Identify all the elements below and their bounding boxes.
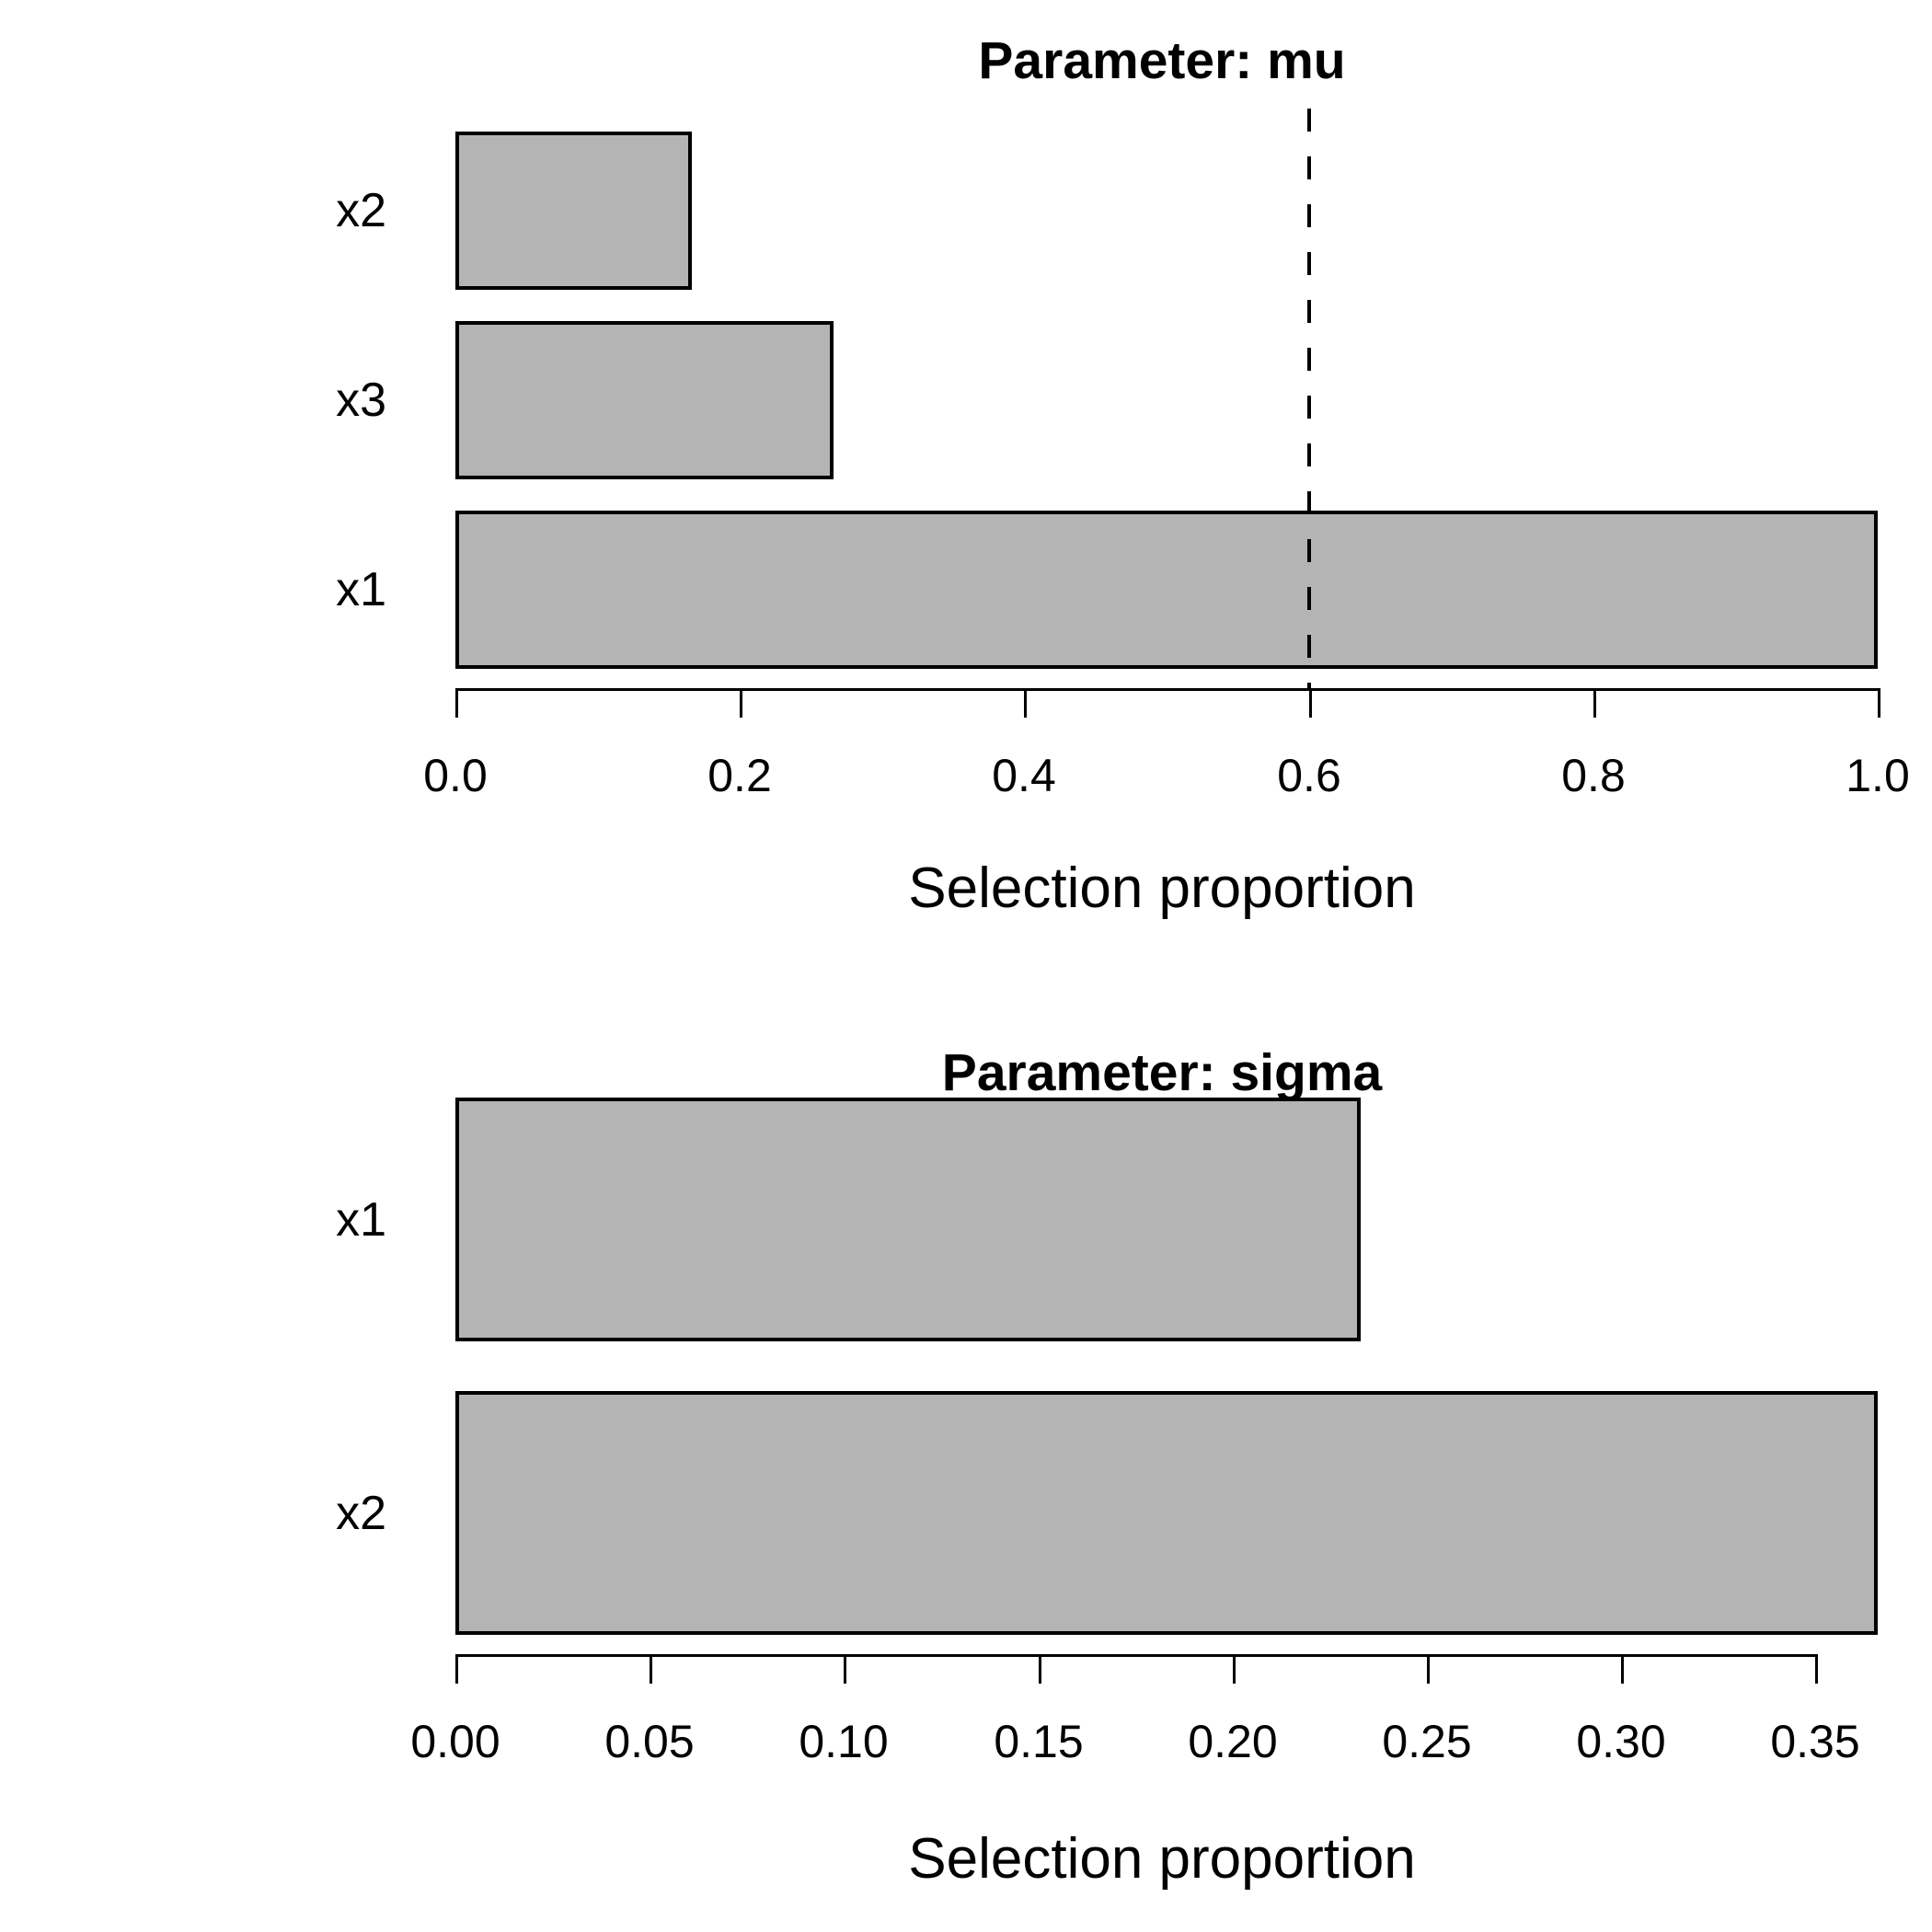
- x-axis-tick: [1309, 688, 1312, 718]
- x-axis-label-mu: Selection proportion: [908, 857, 1416, 920]
- x-axis-tick-label: 1.0: [1846, 750, 1910, 801]
- bar-x2: [455, 1391, 1878, 1635]
- plot-area-sigma: x1 x2 0.00 0.05 0.10 0.15 0.20 0.25 0.30 0.35: [0, 966, 1932, 1932]
- x-axis-tick-label: 0.35: [1770, 1716, 1860, 1767]
- x-axis-tick-label: 0.25: [1382, 1716, 1472, 1767]
- x-axis-tick-label: 0.2: [707, 750, 772, 801]
- x-axis-tick: [455, 1654, 458, 1684]
- bar-x1: [455, 511, 1878, 669]
- x-axis-tick-label: 0.0: [423, 750, 488, 801]
- x-axis-label-sigma: Selection proportion: [908, 1827, 1416, 1891]
- x-axis-tick: [1593, 688, 1596, 718]
- x-axis-line: [455, 1654, 1817, 1657]
- x-axis-tick: [1024, 688, 1027, 718]
- x-axis-tick: [1039, 1654, 1041, 1684]
- x-axis-tick-label: 0.6: [1277, 750, 1341, 801]
- chart-mu: Parameter: mu Selection proportion x2 x3 x…: [336, 31, 1910, 920]
- bar-x3: [455, 321, 834, 479]
- x-axis-tick: [1878, 688, 1880, 718]
- x-axis-tick-label: 0.30: [1576, 1716, 1666, 1767]
- x-axis-tick: [650, 1654, 652, 1684]
- category-label-x2: x2: [336, 1486, 386, 1540]
- x-axis-tick: [1815, 1654, 1818, 1684]
- category-label-x2: x2: [336, 184, 386, 237]
- x-axis-tick: [844, 1654, 846, 1684]
- plot-area-mu: x2 x3 x1 0.0 0.2 0.4 0.6 0.8 1.0: [336, 109, 1910, 801]
- x-axis-tick: [1621, 1654, 1624, 1684]
- threshold-line: [1307, 109, 1311, 688]
- chart-title-mu: Parameter: mu: [978, 31, 1346, 90]
- category-label-x1: x1: [336, 1192, 386, 1247]
- x-axis-tick-label: 0.10: [799, 1716, 889, 1767]
- bar-x1: [455, 1098, 1361, 1341]
- x-axis-tick: [1233, 1654, 1236, 1684]
- x-axis-tick: [1427, 1654, 1430, 1684]
- x-axis-tick-label: 0.8: [1561, 750, 1626, 801]
- x-axis-tick-label: 0.05: [604, 1716, 695, 1767]
- x-axis-tick-label: 0.20: [1188, 1716, 1278, 1767]
- x-axis-tick: [740, 688, 742, 718]
- category-label-x3: x3: [336, 374, 386, 427]
- x-axis-tick-label: 0.15: [994, 1716, 1084, 1767]
- category-label-x1: x1: [336, 563, 386, 616]
- chart-sigma: Parameter: sigma Selection proportion x1…: [0, 966, 1932, 1932]
- chart-title-sigma: Parameter: sigma: [941, 1043, 1383, 1102]
- x-axis-tick-label: 0.4: [992, 750, 1056, 801]
- x-axis-tick: [455, 688, 458, 718]
- bar-x2: [455, 132, 692, 290]
- x-axis-tick-label: 0.00: [410, 1716, 500, 1767]
- x-axis-line: [455, 688, 1880, 691]
